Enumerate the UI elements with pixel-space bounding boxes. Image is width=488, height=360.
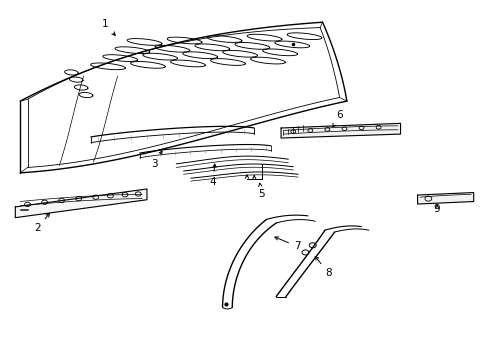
Text: 6: 6 bbox=[332, 111, 342, 127]
Text: 7: 7 bbox=[274, 237, 300, 251]
Polygon shape bbox=[15, 189, 147, 218]
Text: 1: 1 bbox=[102, 19, 115, 35]
Text: 4: 4 bbox=[209, 164, 216, 187]
Text: 8: 8 bbox=[315, 257, 331, 278]
Polygon shape bbox=[281, 123, 400, 138]
Polygon shape bbox=[417, 193, 473, 204]
Text: 9: 9 bbox=[433, 204, 440, 214]
Text: 3: 3 bbox=[151, 151, 162, 169]
Text: 5: 5 bbox=[258, 183, 264, 199]
Text: 2: 2 bbox=[34, 213, 49, 233]
